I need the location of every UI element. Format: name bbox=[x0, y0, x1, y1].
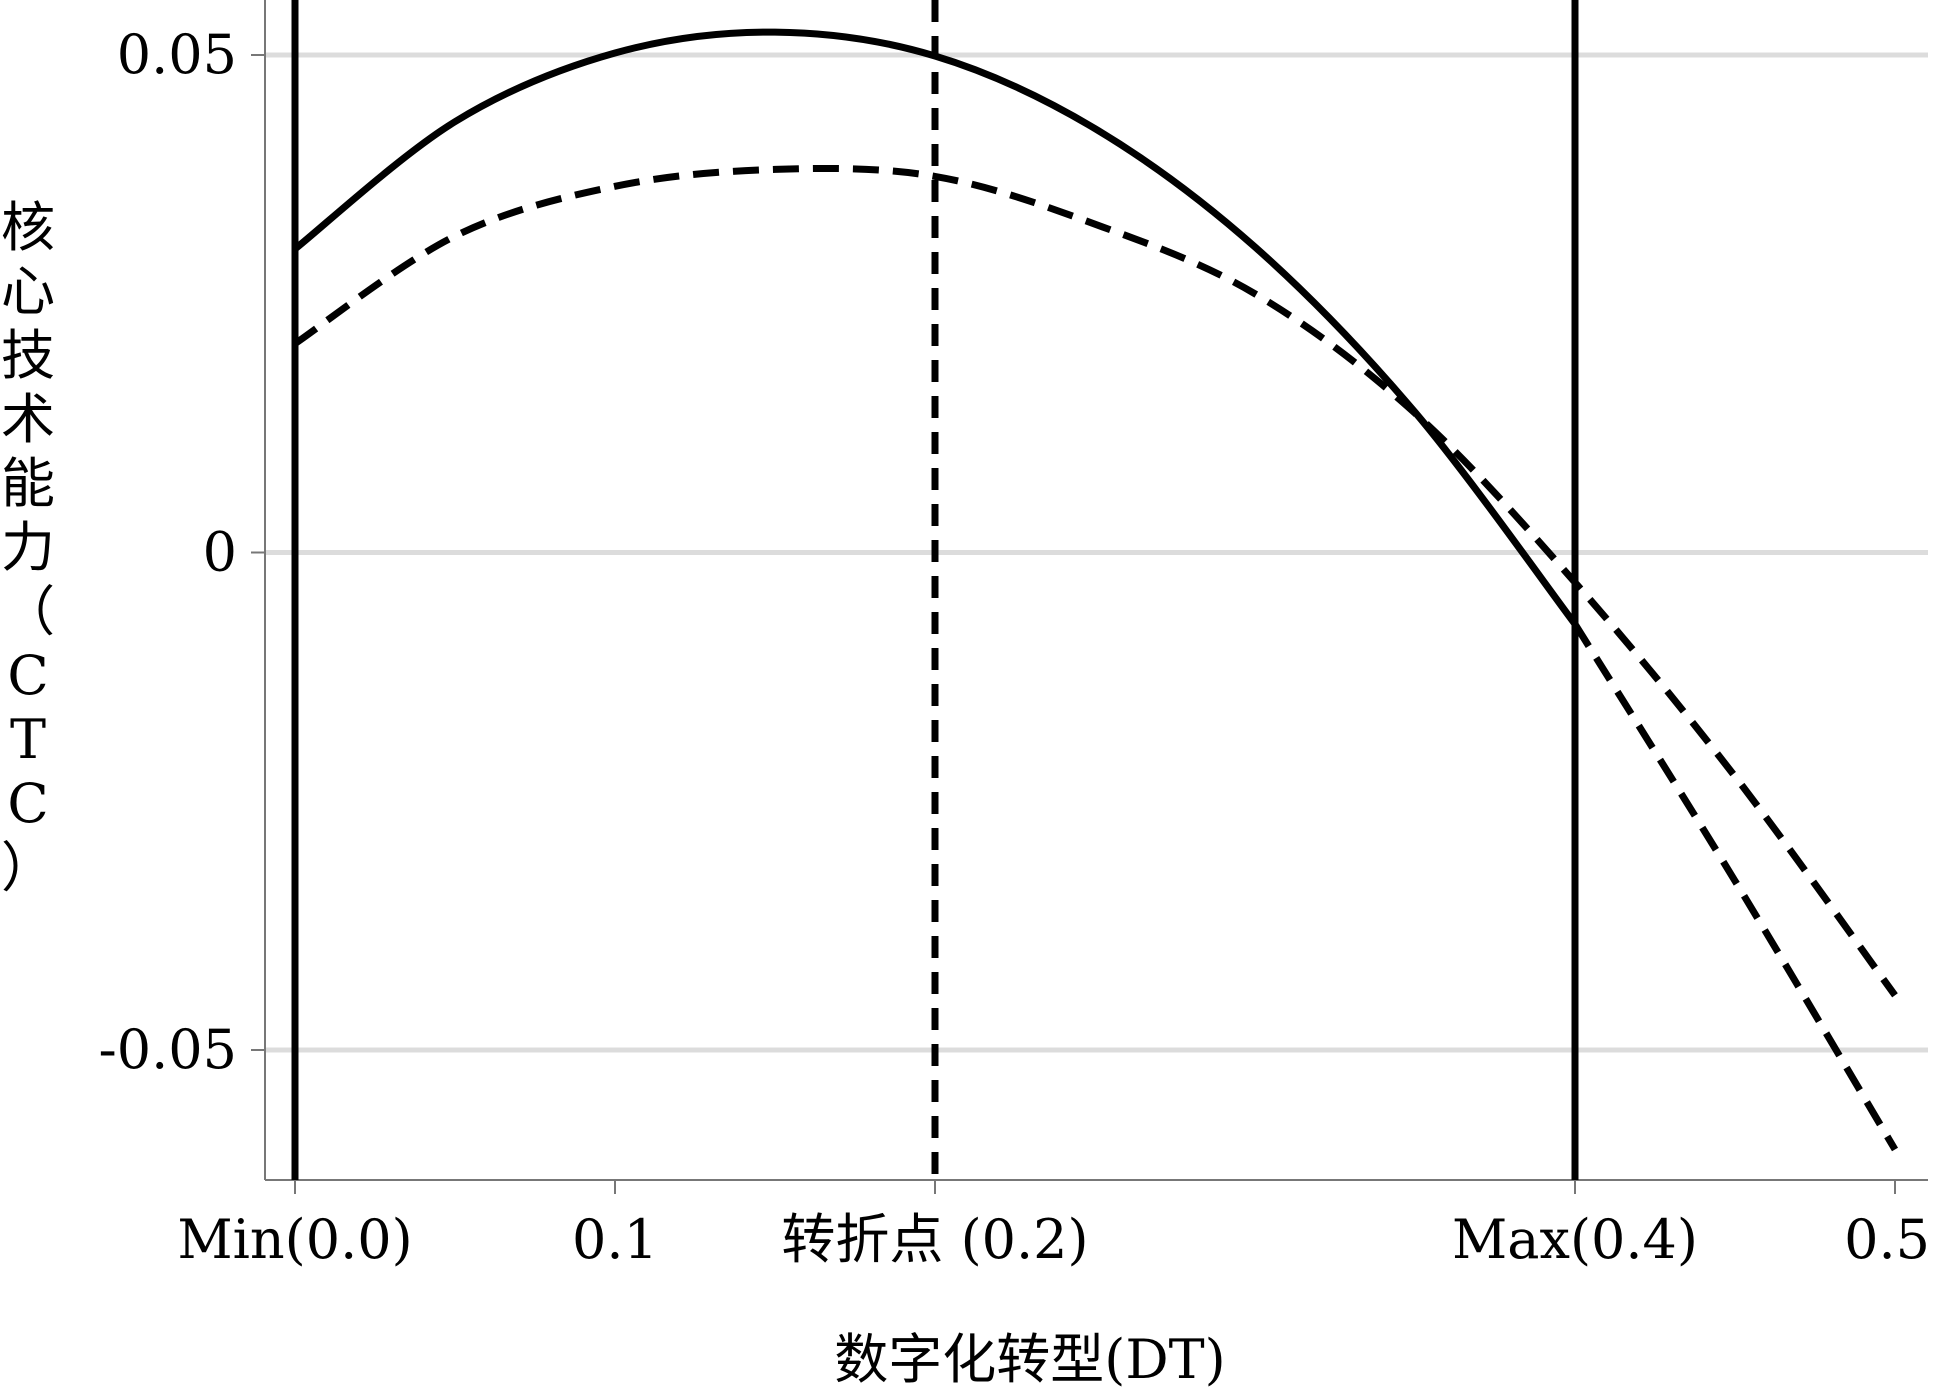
y-axis-label-char: ） bbox=[1, 836, 55, 899]
y-axis-label-char: 核 bbox=[1, 196, 55, 259]
series-1-line bbox=[293, 164, 1898, 998]
gridlines bbox=[265, 52, 1928, 1053]
x-tick-label-0: Min(0.0) bbox=[177, 1208, 412, 1271]
y-axis-label-char: 力 bbox=[1, 516, 55, 579]
reference-lines bbox=[291, 0, 1579, 1180]
y-axis-label-char: 心 bbox=[1, 260, 55, 323]
y-axis-label-char: （ bbox=[1, 580, 55, 643]
y-axis-label-char: C bbox=[7, 772, 48, 835]
x-tick-label-3: Max(0.4) bbox=[1452, 1208, 1698, 1271]
y-axis-label-char: C bbox=[7, 644, 48, 707]
axes bbox=[264, 0, 1928, 1181]
x-tick-label-1: 0.1 bbox=[572, 1208, 658, 1271]
x-tick-label-4: 0.5 bbox=[1844, 1208, 1930, 1271]
series-0-line-dashed bbox=[1572, 622, 1899, 1152]
y-axis-label-char: 技 bbox=[1, 324, 55, 387]
x-tick-label-2: 转折点 (0.2) bbox=[781, 1208, 1088, 1271]
y-tick-label-2: -0.05 bbox=[99, 1018, 237, 1081]
x-axis-label: 数字化转型(DT) bbox=[834, 1328, 1225, 1389]
y-tick-label-0: 0.05 bbox=[117, 23, 237, 86]
series-0-line-solid bbox=[292, 28, 1578, 627]
series-group bbox=[292, 28, 1899, 1152]
y-axis-label-char: 能 bbox=[1, 452, 55, 515]
tick-labels: 0.05 0 -0.05 Min(0.0) 0.1 转折点 (0.2) Max(0.4) 0.… bbox=[99, 23, 1930, 1271]
y-axis-label-char: 术 bbox=[1, 388, 55, 451]
y-axis-label-char: T bbox=[10, 708, 46, 771]
y-tick-label-1: 0 bbox=[203, 521, 237, 584]
